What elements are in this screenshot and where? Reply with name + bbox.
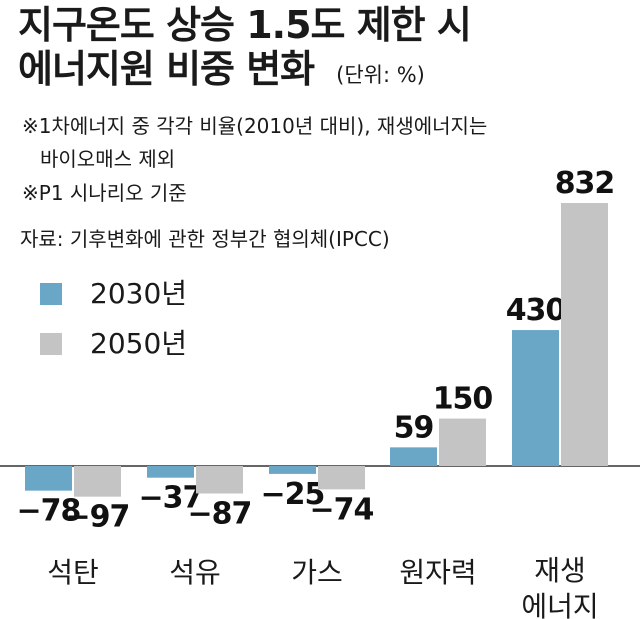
- value-label-2050-4: 832: [555, 166, 615, 201]
- legend-item-2050: 2050년: [40, 330, 187, 358]
- category-label-1: 석유: [169, 556, 221, 589]
- bar-2030-1: [147, 466, 194, 478]
- value-label-2030-4: 430: [506, 293, 566, 328]
- legend-label-2030: 2030년: [90, 277, 188, 310]
- bar-2050-3: [439, 418, 486, 466]
- legend-swatch-2030: [40, 283, 62, 305]
- bar-2030-0: [25, 466, 72, 491]
- legend-label-2050: 2050년: [90, 327, 188, 360]
- bar-2030-3: [390, 447, 437, 466]
- category-label-2: 가스: [291, 556, 343, 589]
- title-text-line2: 에너지원 비중 변화: [18, 47, 315, 91]
- category-label-4-line1: 에너지: [521, 590, 598, 619]
- value-label-2030-3: 59: [394, 410, 434, 445]
- source-note: 자료: 기후변화에 관한 정부간 협의체(IPCC): [20, 227, 390, 251]
- category-label-0: 석탄: [47, 556, 99, 589]
- unit-label: (단위: %): [336, 63, 425, 87]
- legend-swatch-2050: [40, 333, 62, 355]
- legend-item-2030: 2030년: [40, 280, 187, 308]
- bar-2050-4: [561, 203, 608, 466]
- bar-2030-4: [512, 330, 559, 466]
- title-text-line1: 지구온도 상승 1.5도 제한 시: [18, 3, 472, 47]
- bar-2050-0: [74, 466, 121, 497]
- bar-2030-2: [269, 466, 316, 474]
- value-label-2050-3: 150: [433, 382, 493, 417]
- value-label-2050-2: −74: [310, 492, 374, 527]
- note-biomass-excluded: 바이오매스 제외: [40, 147, 176, 171]
- note-primary-energy: ※1차에너지 중 각각 비율(2010년 대비), 재생에너지는: [22, 114, 488, 138]
- bar-2050-2: [318, 466, 365, 490]
- value-label-2030-2: −25: [261, 477, 325, 512]
- category-label-4-line0: 재생: [534, 554, 586, 587]
- value-label-2030-0: −78: [17, 494, 81, 529]
- note-scenario: ※P1 시나리오 기준: [22, 181, 187, 205]
- bar-2050-1: [196, 466, 243, 494]
- value-label-2050-1: −87: [188, 497, 252, 532]
- category-label-3: 원자력: [399, 556, 476, 589]
- chart-title-line1: 지구온도 상승 1.5도 제한 시: [18, 3, 472, 47]
- value-label-2050-0: −97: [66, 500, 130, 535]
- chart-title-line2: 에너지원 비중 변화 (단위: %): [18, 50, 425, 88]
- value-label-2030-1: −37: [139, 481, 203, 516]
